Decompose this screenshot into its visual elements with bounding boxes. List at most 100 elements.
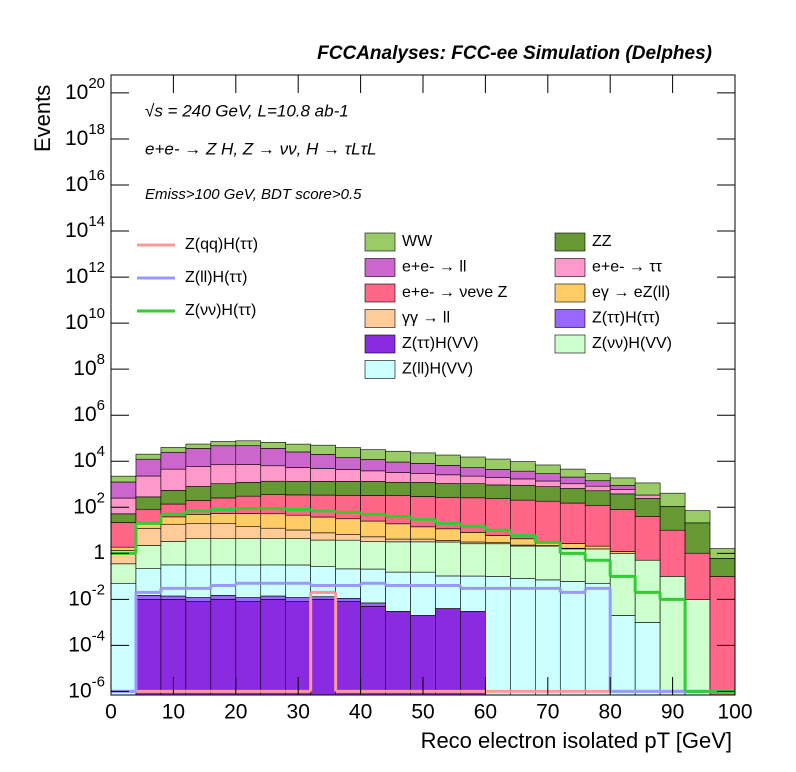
bar-segment [709, 558, 735, 577]
bar-segment [135, 508, 162, 523]
bar-segment [385, 495, 411, 525]
y-tick-label: 106 [73, 397, 105, 426]
chart-title: FCCAnalyses: FCC-ee Simulation (Delphes) [317, 43, 712, 64]
bar-segment [185, 466, 212, 487]
bar-segment [310, 516, 336, 534]
bar-segment [659, 529, 686, 577]
bar-segment [510, 484, 536, 501]
bar-segment [285, 597, 311, 602]
legend-label: Z(ττ)H(ττ) [592, 310, 660, 327]
legend-label: Z(ll)H(ττ) [185, 269, 247, 286]
bar-segment [160, 516, 187, 525]
bar-segment [410, 496, 436, 528]
bar-segment [185, 564, 212, 598]
bar-segment [285, 514, 311, 531]
y-tick-label: 10-6 [68, 673, 105, 702]
bar-segment [310, 444, 336, 455]
bar-segment [260, 480, 287, 495]
bar-segment [460, 467, 486, 477]
bar-segment [584, 473, 611, 482]
bar-segment [385, 571, 411, 612]
bar-segment [310, 494, 336, 518]
bar-segment [510, 545, 536, 579]
bar-segment [310, 599, 336, 695]
bar-segment [135, 595, 162, 600]
bar-segment [185, 486, 212, 501]
bar-segment [260, 442, 287, 449]
bar-segment [535, 480, 561, 487]
bar-segment [310, 596, 336, 600]
bar-segment [435, 575, 461, 609]
legend-label: e+e- → ll [402, 259, 466, 276]
x-tick-label: 100 [717, 701, 752, 724]
bar-segment [485, 484, 511, 499]
bar-segment [235, 513, 262, 528]
plot-area [111, 440, 735, 695]
annotation: Emiss>100 GeV, BDT score>0.5 [145, 186, 362, 203]
bar-segment [385, 481, 411, 496]
bar-segment [584, 490, 611, 506]
bar-segment [609, 552, 636, 616]
bar-segment [485, 543, 511, 577]
bar-segment [111, 582, 137, 695]
bar-segment [485, 576, 511, 695]
bar-segment [111, 497, 137, 515]
bar-segment [360, 449, 386, 460]
bar-segment [535, 464, 561, 474]
bar-segment [584, 504, 611, 547]
bar-segment [160, 490, 187, 505]
bar-segment [285, 529, 311, 540]
bar-segment [410, 526, 436, 540]
bar-segment [310, 468, 336, 482]
bar-segment [135, 453, 162, 460]
bar-segment [335, 598, 361, 602]
line-step-connector [134, 508, 687, 692]
bar-segment [634, 622, 661, 695]
bar-segment [485, 458, 511, 470]
bar-segment [535, 473, 561, 482]
bar-segment [210, 599, 237, 695]
bar-segment [235, 538, 262, 566]
bar-segment [385, 472, 411, 483]
axes: 0 10 20 30 40 50 60 70 80 90 10010-610-410-2110210… [65, 75, 753, 724]
y-tick-label: 1016 [65, 167, 105, 196]
bar-segment [460, 456, 486, 468]
bar-segment [335, 533, 361, 541]
bar-segment [210, 538, 237, 566]
bar-segment [510, 478, 536, 486]
bar-segment [684, 510, 711, 524]
bar-segment [360, 568, 386, 604]
bar-segment [111, 513, 137, 523]
y-tick-label: 1010 [65, 305, 105, 334]
bar-segment [410, 452, 436, 464]
bar-segment [510, 461, 536, 472]
bar-segment [709, 576, 735, 695]
bar-segment [435, 474, 461, 484]
bar-segment [360, 459, 386, 472]
bar-segment [510, 578, 536, 695]
bar-segment [584, 480, 611, 487]
bar-segment [634, 494, 661, 499]
bar-segment [385, 450, 411, 463]
bar-segment [210, 445, 237, 466]
bar-segment [285, 467, 311, 482]
bar-segment [111, 546, 137, 551]
bar-segment [360, 470, 386, 482]
bar-segment [559, 468, 586, 478]
bar-segment [485, 469, 511, 478]
bar-segment [235, 495, 262, 514]
bar-segment [435, 528, 461, 541]
bar-segment [111, 481, 137, 499]
bar-segment [435, 465, 461, 476]
bar-segment [235, 440, 262, 447]
bar-segment [360, 481, 386, 496]
bar-segment [385, 538, 411, 543]
legend-swatch [364, 360, 396, 379]
bar-segment [260, 465, 287, 482]
y-tick-label: 1012 [65, 259, 105, 288]
bar-segment [485, 535, 511, 543]
legend-swatch [364, 334, 396, 354]
x-tick-label: 50 [411, 701, 434, 724]
